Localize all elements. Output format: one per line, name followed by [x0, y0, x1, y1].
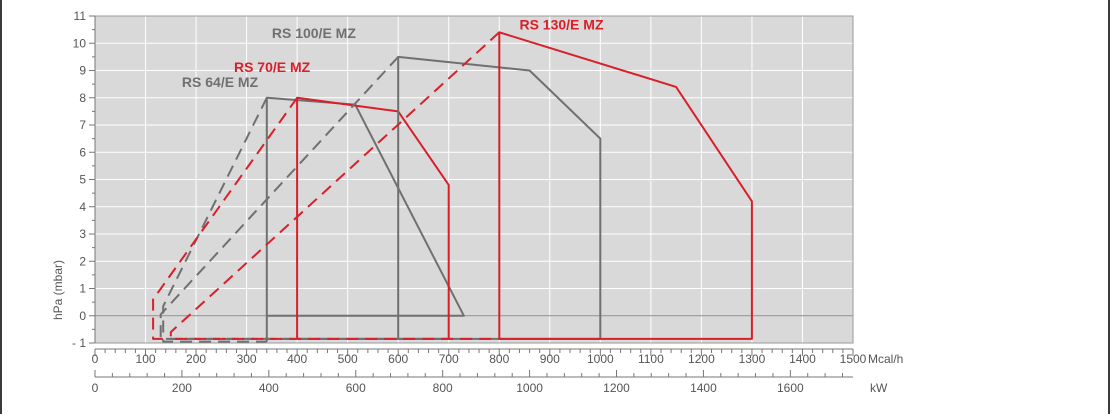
x-mcal-tick-label: 800 — [489, 352, 509, 366]
series-dashed-line — [162, 97, 268, 343]
x-mcal-tick-label: 1500 — [840, 352, 867, 366]
y-tick-label: 7 — [79, 118, 86, 132]
y-tick-label: 5 — [79, 173, 86, 187]
series-label: RS 70/E MZ — [234, 59, 311, 75]
y-tick-label: 0 — [79, 309, 86, 323]
x-kw-tick-label: 1400 — [690, 381, 717, 395]
y-tick-label: 6 — [79, 145, 86, 159]
y-tick-label: 8 — [79, 91, 86, 105]
x-mcal-tick-label: 1300 — [739, 352, 766, 366]
y-tick-label: 1 — [79, 282, 86, 296]
y-tick-label: 10 — [73, 36, 87, 50]
y-tick-label: 9 — [79, 64, 86, 78]
x-axis-unit-kw: kW — [870, 381, 888, 395]
x-mcal-tick-label: 100 — [136, 352, 156, 366]
y-tick-label: 2 — [79, 254, 86, 268]
x-mcal-tick-label: 300 — [237, 352, 257, 366]
y-tick-label: 11 — [74, 9, 87, 23]
x-axis-kw: 0 200 400 600 800 1000 1200 1400 1600 — [92, 370, 853, 395]
x-mcal-tick-label: 1100 — [638, 352, 664, 366]
x-mcal-tick-label: 200 — [186, 352, 206, 366]
x-kw-tick-label: 800 — [433, 381, 453, 395]
series-3: RS 130/E MZ — [169, 17, 753, 340]
y-tick-label: 4 — [79, 200, 86, 214]
series-dashed-line — [152, 97, 298, 340]
x-kw-tick-label: 1600 — [777, 381, 804, 395]
x-mcal-tick-label: 1400 — [789, 352, 816, 366]
x-kw-tick-label: 200 — [172, 381, 192, 395]
x-mcal-tick-label: 400 — [287, 352, 307, 366]
series-solid-line — [498, 31, 753, 340]
series-dashed-line — [159, 56, 399, 340]
x-kw-tick-label: 1000 — [516, 381, 543, 395]
series-label: RS 130/E MZ — [519, 17, 603, 33]
y-tick-label: 3 — [79, 227, 86, 241]
x-kw-tick-label: 400 — [259, 381, 279, 395]
x-mcal-tick-label: 1200 — [688, 352, 715, 366]
y-axis-title: hPa (mbar) — [51, 260, 65, 320]
x-mcal-tick-label: 500 — [338, 352, 358, 366]
y-tick-label: - 1 — [72, 336, 86, 350]
x-mcal-tick-label: 700 — [439, 352, 459, 366]
x-mcal-tick-label: 0 — [92, 352, 99, 366]
x-kw-tick-label: 1200 — [603, 381, 630, 395]
series-label: RS 64/E MZ — [182, 74, 259, 90]
x-mcal-tick-label: 900 — [540, 352, 560, 366]
x-axis-mcal: 0 100 200 300 400 500 600 700 800 900 1000 1100 1200… — [92, 348, 867, 366]
series-dashed-line — [169, 31, 500, 340]
x-axis-unit-mcal: Mcal/h — [868, 352, 903, 366]
series-label: RS 100/E MZ — [272, 25, 356, 41]
y-axis: - 1 0 1 2 3 4 5 6 7 8 9 10 11 — [72, 9, 96, 350]
x-kw-tick-label: 0 — [92, 381, 99, 395]
x-kw-tick-label: 600 — [346, 381, 366, 395]
x-mcal-tick-label: 600 — [388, 352, 408, 366]
x-mcal-tick-label: 1000 — [587, 352, 614, 366]
